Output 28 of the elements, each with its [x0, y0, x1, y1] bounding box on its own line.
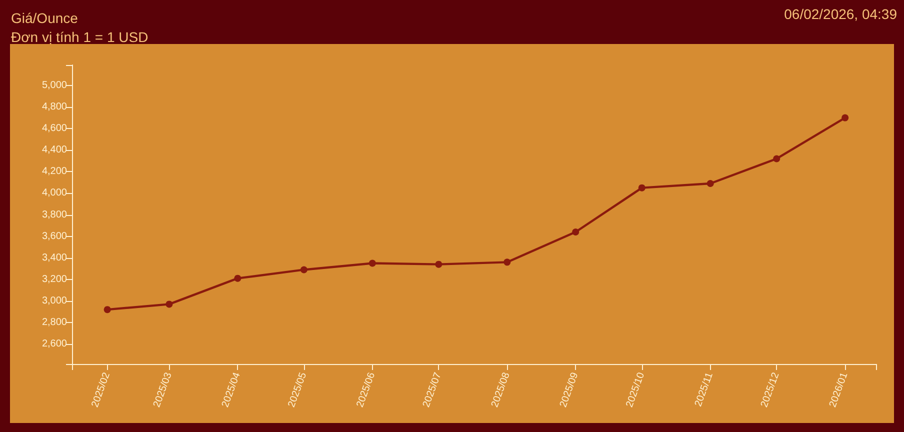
- point: [773, 155, 780, 162]
- y-tick-label: 3,000: [42, 295, 68, 306]
- point: [234, 274, 242, 282]
- chart-title: Giá/Ounce: [11, 10, 78, 26]
- y-tick-label: 4,800: [42, 102, 68, 113]
- point: [368, 260, 376, 267]
- y-tick-label: 5,000: [42, 80, 68, 91]
- y-tick-label: 4,200: [42, 166, 68, 178]
- point: [706, 180, 714, 188]
- y-tick-label: 4,000: [42, 188, 68, 199]
- point: [166, 300, 173, 308]
- chart-subtitle: Đơn vị tính 1 = 1 USD: [11, 29, 148, 45]
- text: 06/02/2026, 04:39: [784, 6, 898, 22]
- y-tick-label: 3,200: [42, 274, 68, 285]
- y-tick-label: 4,400: [42, 144, 68, 156]
- y-tick-label: 3,800: [42, 209, 68, 220]
- point: [104, 306, 111, 314]
- y-tick-label: 3,600: [42, 230, 68, 242]
- y-tick-label: 3,400: [42, 252, 68, 264]
- point: [504, 258, 511, 266]
- y-tick-label: 2,800: [42, 317, 68, 328]
- point: [300, 266, 308, 274]
- point: [435, 260, 442, 268]
- y-tick-label: 2,600: [42, 338, 68, 350]
- y-tick-label: 4,600: [42, 123, 68, 134]
- point: [572, 228, 580, 236]
- point: [842, 114, 849, 122]
- point: [638, 184, 646, 192]
